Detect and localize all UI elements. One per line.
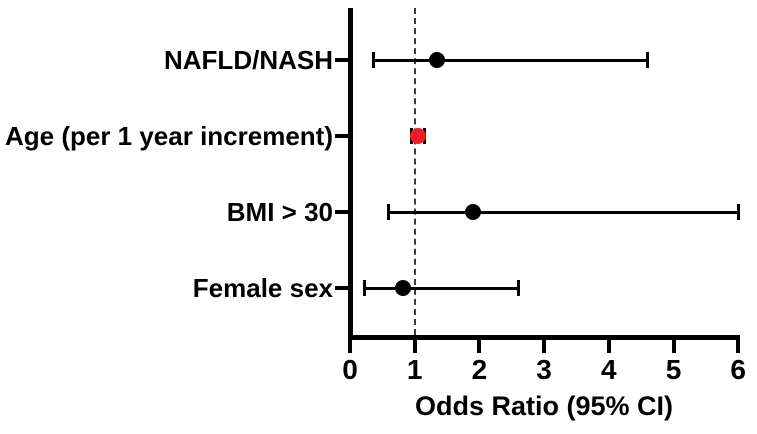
x-tick bbox=[477, 340, 482, 353]
x-tick bbox=[348, 340, 352, 353]
or-point bbox=[464, 204, 481, 220]
x-tick-label: 2 bbox=[471, 354, 488, 385]
ci-cap-high bbox=[736, 204, 740, 220]
x-tick bbox=[671, 340, 676, 353]
category-label: BMI > 30 bbox=[226, 197, 333, 227]
x-axis-title: Odds Ratio (95% CI) bbox=[414, 391, 674, 421]
category-tick bbox=[335, 134, 348, 138]
ci-bar bbox=[373, 58, 648, 62]
category-label: Age (per 1 year increment) bbox=[4, 121, 333, 151]
x-tick-label: 4 bbox=[601, 354, 617, 385]
reference-line-or-1 bbox=[413, 8, 416, 335]
category-label: Female sex bbox=[192, 273, 333, 303]
x-tick-label: 0 bbox=[342, 354, 358, 385]
ci-cap-high bbox=[516, 280, 520, 296]
category-tick bbox=[335, 286, 348, 290]
x-tick bbox=[736, 340, 741, 353]
ci-cap-low bbox=[387, 204, 391, 220]
x-tick-label: 6 bbox=[730, 354, 746, 385]
ci-cap-low bbox=[371, 52, 375, 68]
x-tick-label: 1 bbox=[406, 354, 423, 385]
category-tick bbox=[335, 58, 348, 62]
ci-cap-low bbox=[362, 280, 366, 296]
or-point bbox=[395, 280, 412, 296]
y-axis-line bbox=[348, 8, 353, 340]
or-point bbox=[409, 128, 426, 144]
x-axis-line bbox=[348, 335, 740, 340]
x-tick bbox=[412, 340, 417, 353]
category-label: NAFLD/NASH bbox=[164, 45, 333, 75]
ci-bar bbox=[364, 286, 519, 290]
x-tick bbox=[542, 340, 547, 353]
ci-cap-high bbox=[646, 52, 650, 68]
x-tick bbox=[606, 340, 611, 353]
ci-bar bbox=[388, 210, 739, 214]
x-tick-label: 3 bbox=[536, 354, 552, 385]
x-tick-label: 5 bbox=[665, 354, 682, 385]
or-point bbox=[429, 52, 446, 68]
category-tick bbox=[335, 210, 348, 214]
